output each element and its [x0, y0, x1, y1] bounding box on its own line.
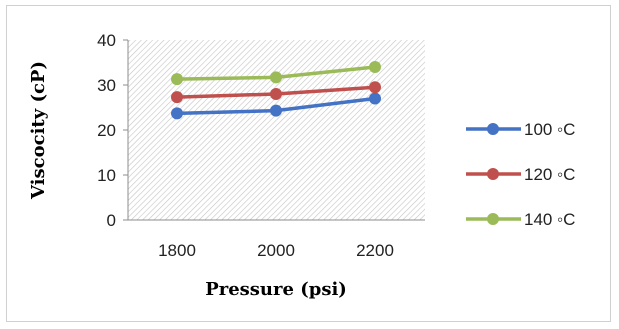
data-point	[171, 91, 183, 104]
legend-marker	[487, 168, 499, 180]
legend-label: 100 ◦C	[524, 120, 575, 139]
data-point	[270, 88, 282, 100]
legend-label: 140 ◦C	[524, 210, 575, 229]
x-tick-label: 2200	[356, 241, 394, 260]
data-point	[369, 81, 381, 94]
y-tick-label: 20	[97, 121, 116, 140]
y-tick-label: 30	[97, 76, 116, 95]
data-point	[369, 61, 381, 73]
x-tick-label: 1800	[158, 241, 196, 260]
data-point	[171, 107, 183, 120]
legend-marker	[487, 213, 499, 225]
y-tick-label: 10	[97, 166, 116, 185]
legend: 100 ◦C 120 ◦C 140 ◦C	[466, 120, 575, 229]
y-tick-label: 40	[97, 31, 116, 50]
legend-label: 120 ◦C	[524, 165, 575, 184]
y-axis-title: Viscocity (cP)	[28, 61, 49, 200]
x-axis-title: Pressure (psi)	[205, 279, 347, 300]
y-tick-label: 0	[107, 211, 116, 230]
legend-marker	[487, 123, 499, 135]
x-tick-label: 2000	[257, 241, 295, 260]
data-point	[270, 104, 282, 117]
data-point	[171, 73, 183, 86]
data-point	[369, 92, 381, 105]
data-point	[270, 71, 282, 84]
